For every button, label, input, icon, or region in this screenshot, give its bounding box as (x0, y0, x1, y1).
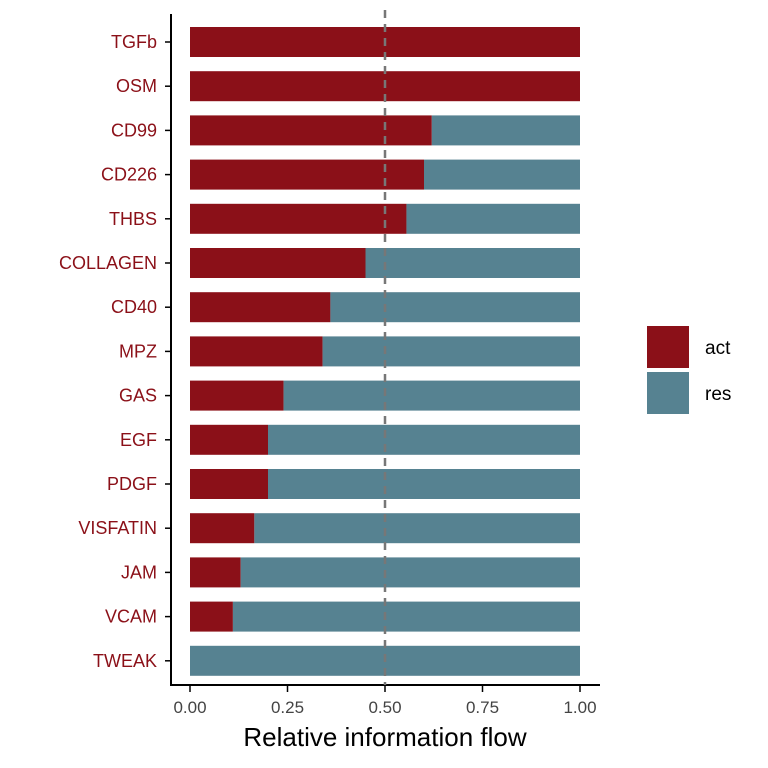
y-tick-label: CD40 (111, 297, 157, 317)
bar-res-jam (240, 557, 580, 588)
legend-swatch-res (647, 372, 689, 414)
y-tick-label: VISFATIN (78, 518, 157, 538)
bar-res-pdgf (268, 469, 580, 499)
bar-act-pdgf (190, 469, 268, 499)
x-tick-label: 0.75 (466, 698, 499, 717)
bar-res-thbs (406, 203, 580, 234)
y-tick-label: EGF (120, 430, 157, 450)
x-axis-ticks: 0.00 0.25 0.50 0.75 1.00 (173, 685, 597, 717)
y-tick-label: TWEAK (93, 651, 157, 671)
bar-act-cd40 (190, 292, 331, 323)
bar-act-gas (190, 380, 284, 411)
y-axis-ticks: TGFb OSM CD99 CD226 THBS COLLAGEN CD40 MPZ GAS EG… (59, 32, 171, 671)
bar-act-visfatin (190, 513, 255, 544)
y-tick-label: THBS (109, 209, 157, 229)
bar-res-cd99 (431, 115, 580, 146)
y-tick-label: MPZ (119, 341, 157, 361)
legend-label-act: act (705, 338, 731, 359)
legend-swatch-act (647, 326, 689, 368)
x-tick-label: 1.00 (563, 698, 596, 717)
bar-act-cd226 (190, 159, 424, 190)
bar-res-egf (268, 424, 580, 455)
bar-act-vcam (190, 601, 233, 632)
bar-act-egf (190, 424, 268, 455)
y-tick-label: COLLAGEN (59, 253, 157, 273)
bar-res-collagen (365, 248, 580, 278)
x-tick-label: 0.00 (173, 698, 206, 717)
bar-act-jam (190, 557, 241, 588)
y-tick-label: TGFb (111, 32, 157, 52)
bar-act-cd99 (190, 115, 432, 146)
bar-act-mpz (190, 336, 323, 367)
y-tick-label: PDGF (107, 474, 157, 494)
legend: act res (647, 326, 731, 414)
legend-label-res: res (705, 384, 731, 405)
y-tick-label: CD226 (101, 165, 157, 185)
bar-act-collagen (190, 248, 366, 278)
x-tick-label: 0.50 (368, 698, 401, 717)
y-tick-label: VCAM (105, 607, 157, 627)
bar-res-cd226 (424, 159, 580, 190)
x-axis-label: Relative information flow (243, 722, 526, 752)
bar-res-gas (283, 380, 580, 411)
y-tick-label: CD99 (111, 120, 157, 140)
y-tick-label: OSM (116, 76, 157, 96)
bar-res-visfatin (254, 513, 580, 544)
bar-res-mpz (322, 336, 580, 367)
x-tick-label: 0.25 (271, 698, 304, 717)
bar-res-cd40 (330, 292, 580, 323)
bar-act-thbs (190, 203, 407, 234)
bars-layer (190, 27, 580, 676)
y-tick-label: JAM (121, 562, 157, 582)
y-tick-label: GAS (119, 386, 157, 406)
bar-res-vcam (232, 601, 580, 632)
